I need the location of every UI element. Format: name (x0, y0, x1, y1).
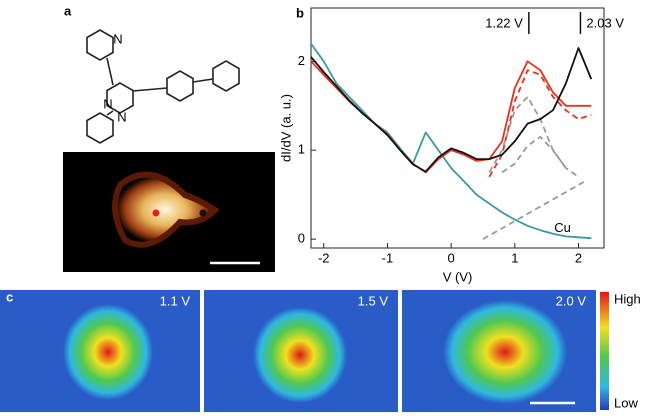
colorbar (600, 292, 609, 410)
panel-label: a (64, 3, 72, 18)
map-label: 1.1 V (160, 293, 191, 308)
annotation: Cu (554, 220, 571, 235)
tip-position (199, 209, 207, 217)
peak-label: 2.03 V (586, 15, 624, 30)
series-line (310, 43, 592, 240)
plot-frame (310, 7, 605, 249)
x-axis-label: V (V) (443, 269, 473, 284)
series-line (310, 47, 593, 173)
bond (132, 87, 168, 92)
molecule-topography (112, 171, 220, 248)
x-tick-label: -1 (382, 250, 394, 265)
atom-label: N (117, 109, 126, 124)
ring (212, 60, 240, 92)
ring (166, 70, 194, 102)
y-tick-label: 2 (298, 53, 305, 68)
molecule (86, 29, 240, 144)
chart: -2 -1 0 1 2 0 1 2 V (V) dI/dV (a. u.) 1.22 V 2.03 V… (278, 7, 624, 284)
bond (106, 110, 114, 116)
bond (106, 57, 114, 86)
series-line (488, 69, 592, 178)
map-blob (443, 300, 567, 404)
series-line (310, 60, 592, 174)
colorbar-label: High (614, 291, 641, 306)
x-tick-label: 0 (448, 250, 455, 265)
y-axis-label: dI/dV (a. u.) (278, 94, 293, 162)
atom-label: N (103, 96, 112, 111)
map-label: 2.0 V (556, 293, 587, 308)
map-blob (253, 307, 347, 403)
tip-position (152, 209, 160, 217)
peak-label: 1.22 V (485, 15, 523, 30)
map-label: 1.5 V (358, 293, 389, 308)
series-line (501, 136, 580, 178)
ring (86, 112, 114, 144)
bond (192, 78, 214, 83)
atom-label: N (113, 31, 122, 46)
colorbar-label: Low (614, 395, 638, 410)
panel-label: b (296, 5, 304, 20)
ring (86, 29, 114, 61)
panel-label: c (6, 289, 13, 304)
x-tick-label: 2 (575, 250, 582, 265)
y-tick-label: 1 (298, 142, 305, 157)
y-tick-label: 0 (298, 231, 305, 246)
x-tick-label: -2 (318, 250, 330, 265)
map-blob (63, 304, 153, 400)
x-tick-label: 1 (511, 250, 518, 265)
